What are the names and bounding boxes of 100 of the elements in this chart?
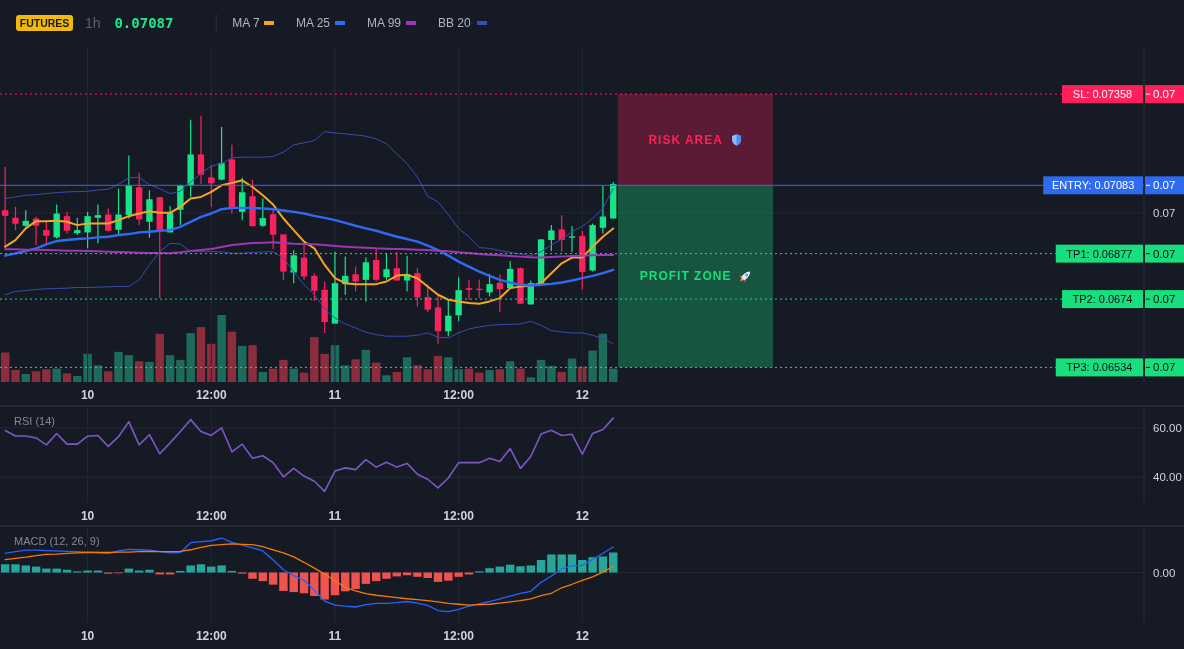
bar	[361, 349, 371, 382]
chart-title: MACD (12, 26, 9)	[14, 535, 100, 547]
candlestick	[465, 279, 473, 301]
bar	[279, 359, 288, 382]
bar	[11, 564, 20, 573]
bar	[93, 365, 103, 382]
text: 0.00	[1153, 566, 1176, 579]
x-tick-label: 12:00	[443, 629, 475, 643]
candlestick	[43, 221, 50, 244]
bar	[248, 572, 257, 579]
candlestick	[197, 115, 205, 185]
legend-label: MA 99	[367, 16, 402, 30]
bar	[31, 371, 41, 382]
ref-line-label: TP2: 0.0674	[1072, 293, 1133, 306]
bar	[134, 361, 144, 382]
bar	[21, 373, 30, 382]
y-tick-label: 0.07	[1153, 247, 1176, 260]
x-tick-label: 12	[575, 388, 590, 402]
candlestick	[486, 273, 493, 298]
text: RSI (14)	[14, 415, 55, 427]
y-tick-label: 0.07	[1153, 361, 1176, 374]
x-tick-label: 12	[575, 629, 590, 643]
bar	[495, 566, 505, 573]
bar	[505, 564, 515, 573]
candlestick	[84, 211, 91, 249]
bar	[382, 572, 391, 579]
bar	[299, 372, 309, 382]
x-tick-label: 10	[80, 629, 95, 643]
candlestick	[259, 197, 267, 228]
bar	[475, 372, 484, 382]
candlestick	[352, 265, 359, 293]
bar	[526, 565, 535, 573]
bar	[0, 352, 10, 382]
bar	[114, 351, 123, 382]
x-tick-label: 12:00	[195, 509, 227, 523]
bar	[547, 365, 556, 382]
ref-line-label: TP3: 0.06534	[1066, 361, 1133, 374]
bar	[516, 368, 525, 382]
candlestick	[558, 214, 565, 253]
text: 1h	[85, 15, 101, 31]
x-tick-label: 11	[328, 509, 342, 523]
line-series	[4, 131, 614, 257]
x-tick-label: 12:00	[443, 388, 475, 402]
candlestick	[218, 126, 225, 181]
legend-label: BB 20	[438, 16, 472, 30]
bar	[124, 355, 134, 382]
line-series	[4, 242, 614, 345]
candlestick	[300, 244, 308, 281]
x-tick-label: 12	[575, 509, 590, 523]
bar	[609, 552, 618, 573]
line-series	[4, 417, 615, 493]
bar	[402, 357, 412, 382]
bar	[237, 345, 247, 382]
bar	[351, 359, 360, 382]
band-label: RISK AREA	[648, 132, 723, 147]
bar	[526, 377, 535, 382]
bar	[609, 368, 618, 382]
candlestick	[12, 206, 19, 231]
x-tick-label: 11	[328, 629, 342, 643]
candlestick	[208, 164, 215, 208]
bar	[62, 569, 72, 573]
bar	[124, 568, 134, 573]
bar	[196, 564, 206, 573]
bar	[536, 359, 546, 382]
bar	[464, 368, 474, 382]
bar	[103, 371, 113, 382]
text: 0.07087	[114, 15, 174, 31]
bar	[145, 569, 154, 573]
bar	[155, 333, 164, 382]
bar	[382, 375, 391, 382]
y-tick-label: 0.07	[1153, 179, 1176, 192]
bar	[227, 331, 237, 382]
candlestick	[53, 203, 60, 239]
text: FUTURES	[19, 17, 70, 29]
ref-line-label: TP1: 0.06877	[1066, 247, 1133, 260]
candlestick	[434, 294, 442, 345]
candlestick	[269, 208, 277, 250]
bar	[165, 355, 175, 382]
legend-label: MA 7	[232, 16, 260, 30]
bar	[289, 368, 298, 382]
bar	[567, 358, 577, 382]
y-tick-label: 40.00	[1153, 471, 1182, 484]
line-series	[4, 241, 615, 259]
y-tick-label: 0.07	[1153, 88, 1176, 101]
bar	[207, 343, 216, 382]
line-series	[4, 179, 615, 305]
bar	[268, 572, 278, 585]
bar	[248, 345, 257, 382]
bar	[11, 369, 20, 382]
candlestick	[445, 299, 452, 337]
y-tick-label: 60.00	[1153, 421, 1182, 434]
y-tick-label: 0.07	[1153, 206, 1176, 219]
bar	[0, 564, 10, 573]
bar	[217, 315, 226, 382]
bar	[268, 368, 278, 382]
bar	[371, 362, 381, 382]
x-tick-label: 12:00	[195, 629, 227, 643]
bar	[145, 361, 154, 382]
bar	[588, 350, 597, 382]
x-tick-label: 10	[80, 388, 95, 402]
